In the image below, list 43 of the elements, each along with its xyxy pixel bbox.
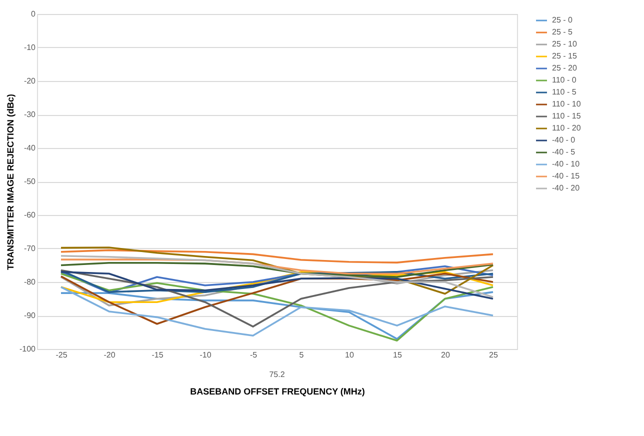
- x-tick-label: 15: [393, 350, 402, 360]
- x-tick-label: 5: [299, 350, 304, 360]
- y-tick-label: -90: [24, 311, 36, 320]
- y-tick-label: -100: [19, 344, 36, 354]
- legend-label: -40 - 20: [552, 184, 580, 192]
- line-series: [60, 262, 494, 278]
- legend-label: 25 - 20: [552, 64, 578, 72]
- legend-label: -40 - 10: [552, 160, 580, 168]
- legend-label: 25 - 10: [552, 40, 578, 48]
- y-tick-label: -60: [24, 210, 36, 220]
- legend-label: -40 - 5: [552, 148, 576, 156]
- y-tick-label: -40: [24, 144, 36, 152]
- legend-label: 110 - 20: [552, 124, 582, 132]
- x-tick-label: -25: [56, 350, 68, 360]
- y-tick-label: -20: [24, 76, 36, 86]
- x-tick-label: 10: [345, 350, 354, 360]
- legend-label: -40 - 15: [552, 172, 580, 180]
- y-tick-label: 0: [31, 10, 36, 18]
- x-axis-title: BASEBAND OFFSET FREQUENCY (MHz): [190, 386, 365, 396]
- x-tick-label: -15: [152, 350, 164, 360]
- y-tick-label: -50: [24, 177, 36, 186]
- y-tick-label: -30: [24, 110, 36, 119]
- legend-label: 110 - 15: [552, 112, 582, 120]
- x-tick-label: -5: [250, 350, 258, 360]
- line-series: [60, 254, 494, 298]
- legend-label: 110 - 10: [552, 100, 582, 108]
- legend-label: 110 - 5: [552, 88, 577, 96]
- legend-label: 25 - 15: [552, 52, 578, 60]
- x-tick-label: 20: [441, 350, 450, 360]
- text: 75.2: [269, 370, 286, 379]
- y-tick-label: -10: [24, 43, 36, 52]
- line-series: [60, 249, 494, 264]
- legend-label: 25 - 5: [552, 28, 574, 36]
- y-tick-label: -70: [24, 244, 36, 253]
- legend-label: 110 - 0: [552, 76, 577, 84]
- x-tick-label: -10: [200, 350, 212, 360]
- line-series: [60, 272, 494, 342]
- x-tick-label: -20: [104, 350, 116, 360]
- x-tick-label: 25: [489, 350, 498, 360]
- y-tick-label: -80: [24, 278, 36, 286]
- legend-label: 25 - 0: [552, 16, 574, 24]
- y-axis-title: TRANSMITTER IMAGE REJECTION (dBc): [5, 94, 16, 270]
- legend-label: -40 - 0: [552, 136, 576, 144]
